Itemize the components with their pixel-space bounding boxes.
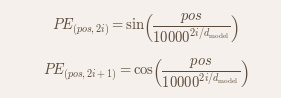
Text: $PE_{(pos,2i+1)}=\cos\!\left(\dfrac{\mathit{pos}}{10000^{2i/d_{\rm model}}}\righ: $PE_{(pos,2i+1)}=\cos\!\left(\dfrac{\mat… <box>43 57 249 90</box>
Text: $PE_{(pos,2i)}=\sin\!\left(\dfrac{\mathit{pos}}{10000^{2i/d_{\rm model}}}\right): $PE_{(pos,2i)}=\sin\!\left(\dfrac{\mathi… <box>52 12 239 45</box>
